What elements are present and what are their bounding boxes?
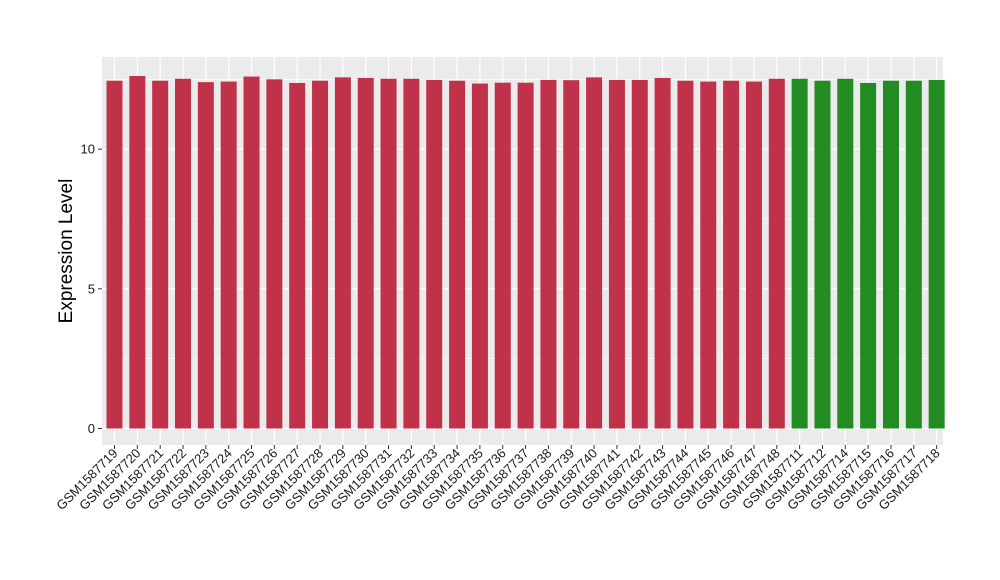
bar [814,80,831,429]
bar [700,81,717,429]
bar [837,78,854,429]
bar [768,78,785,429]
bar [677,80,694,429]
bar [106,80,123,429]
bar [540,79,557,429]
bar [586,77,603,429]
bar [334,77,351,429]
bar [175,78,192,429]
bar [745,81,762,429]
bar [220,81,237,429]
bar [517,82,534,429]
bar [380,78,397,429]
bar [129,75,146,429]
bar [312,80,329,429]
bar [654,77,671,429]
bar [152,80,169,429]
y-axis-ticks: 0 5 10 [81,142,102,436]
bar [471,83,488,429]
y-tick-label: 10 [81,142,95,157]
bar [289,82,306,429]
bar [449,80,466,429]
bar [563,80,580,429]
bar [928,79,945,429]
bar [403,78,420,429]
bar [426,79,443,429]
bar [608,79,625,429]
bar [860,82,877,429]
bar [723,80,740,429]
bar [631,79,648,429]
y-axis-title: Expression Level [56,179,77,324]
bar [357,77,374,429]
bar [791,78,808,429]
bar [494,82,511,429]
y-tick-label: 0 [88,421,95,436]
bar [905,80,922,429]
x-axis-ticks: GSM1587719GSM1587720GSM1587721GSM1587722… [53,445,943,513]
bar [197,82,214,429]
bar [882,80,899,429]
bars [106,75,945,429]
y-tick-label: 5 [88,281,95,296]
bar [266,79,283,429]
bar [243,76,260,429]
